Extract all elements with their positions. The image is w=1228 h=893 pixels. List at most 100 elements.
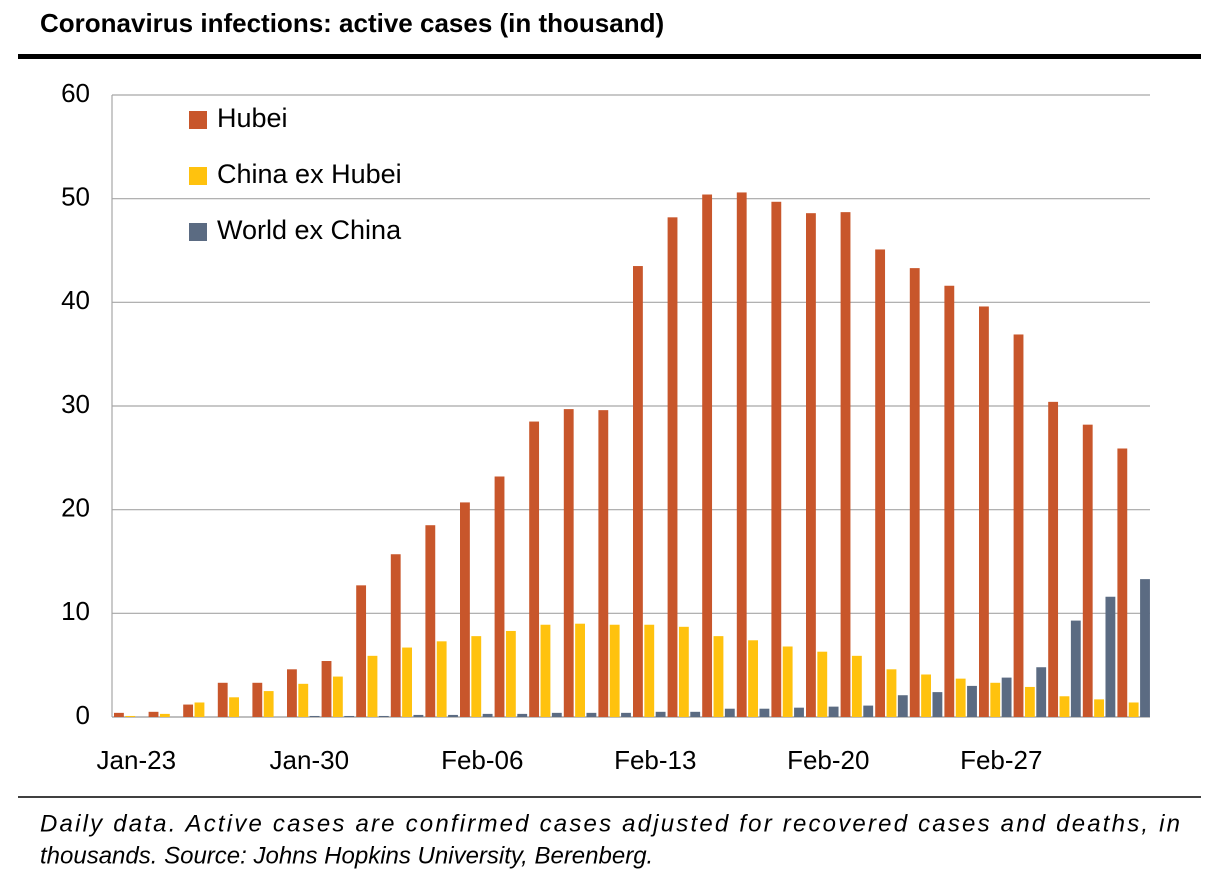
x-tick-label: Feb-20 — [787, 745, 869, 775]
legend-label: World ex China — [217, 215, 402, 245]
bar — [633, 266, 643, 717]
bar — [159, 713, 170, 717]
bar — [944, 285, 955, 717]
bar — [540, 624, 551, 717]
bar — [702, 194, 713, 717]
bar — [886, 669, 897, 717]
bar — [1013, 334, 1024, 717]
bar — [598, 410, 609, 717]
bar — [460, 502, 470, 717]
bar — [667, 217, 678, 717]
bar — [494, 476, 505, 717]
bar — [1036, 667, 1047, 717]
bar — [609, 624, 620, 717]
bar — [390, 554, 401, 717]
bar — [321, 661, 332, 717]
y-tick-label: 40 — [61, 285, 90, 315]
legend-swatch — [189, 167, 207, 185]
bar — [990, 682, 1001, 717]
bar — [298, 683, 309, 717]
bar — [806, 213, 816, 717]
bar — [863, 705, 874, 717]
bar — [332, 676, 343, 717]
bar — [713, 636, 724, 717]
bar — [344, 715, 355, 717]
bar — [471, 636, 482, 717]
title-rule — [18, 54, 1201, 59]
bar — [782, 646, 793, 717]
bar — [1048, 401, 1059, 717]
bar — [551, 712, 562, 717]
x-tick-label: Feb-13 — [614, 745, 696, 775]
bar — [655, 711, 666, 717]
x-tick-label: Jan-23 — [97, 745, 177, 775]
x-tick-label: Jan-30 — [270, 745, 350, 775]
bar — [1059, 696, 1070, 717]
bar — [517, 713, 528, 717]
bar — [690, 711, 701, 717]
bar — [955, 678, 966, 717]
x-tick-label: Feb-27 — [960, 745, 1042, 775]
bar — [678, 626, 689, 717]
bar — [125, 715, 136, 717]
bar — [217, 682, 228, 717]
bar — [1024, 686, 1035, 717]
bar — [748, 640, 758, 717]
bar — [378, 715, 389, 717]
note-line: Daily data. Active cases are confirmed c… — [40, 810, 1180, 837]
bar — [194, 702, 205, 717]
bar — [1094, 699, 1104, 717]
legend-label: Hubei — [217, 103, 288, 133]
y-tick-label: 30 — [61, 389, 90, 419]
bar — [356, 585, 367, 717]
bar — [563, 409, 574, 717]
bar — [287, 669, 297, 717]
bar — [840, 212, 851, 718]
bar — [967, 685, 977, 717]
bar — [413, 714, 424, 717]
bar — [875, 249, 886, 718]
bar — [114, 712, 124, 717]
bar — [425, 525, 436, 717]
bar — [817, 651, 828, 717]
bar — [759, 708, 770, 717]
y-tick-label: 0 — [76, 700, 90, 730]
bar — [529, 421, 540, 717]
y-tick-label: 10 — [61, 596, 90, 626]
bar — [263, 691, 274, 717]
bar — [909, 268, 920, 717]
bar — [724, 708, 735, 717]
bar — [771, 201, 782, 717]
bar — [148, 711, 159, 717]
bar — [586, 712, 597, 717]
bar — [402, 647, 412, 717]
bar — [1105, 596, 1116, 717]
bar — [1070, 620, 1081, 717]
bar — [897, 695, 908, 717]
bar — [921, 674, 931, 717]
y-tick-label: 60 — [61, 78, 90, 108]
bar — [1082, 424, 1093, 717]
bar — [575, 623, 585, 717]
bar — [979, 306, 989, 717]
bar — [367, 655, 378, 717]
note-line: thousands. Source: Johns Hopkins Univers… — [40, 842, 653, 869]
bar — [183, 704, 194, 717]
bar — [851, 655, 862, 717]
bar — [1001, 677, 1012, 717]
bar — [1140, 579, 1150, 717]
bar — [644, 624, 655, 717]
bar — [482, 713, 493, 717]
legend-swatch — [189, 223, 207, 241]
bar — [794, 707, 804, 717]
bar — [1128, 702, 1139, 717]
legend-label: China ex Hubei — [217, 159, 402, 189]
bar — [229, 697, 239, 717]
bar — [1117, 448, 1128, 717]
bar — [448, 714, 458, 717]
bar — [309, 715, 320, 717]
bar — [505, 630, 516, 717]
bar — [932, 692, 943, 717]
y-tick-label: 20 — [61, 493, 90, 523]
